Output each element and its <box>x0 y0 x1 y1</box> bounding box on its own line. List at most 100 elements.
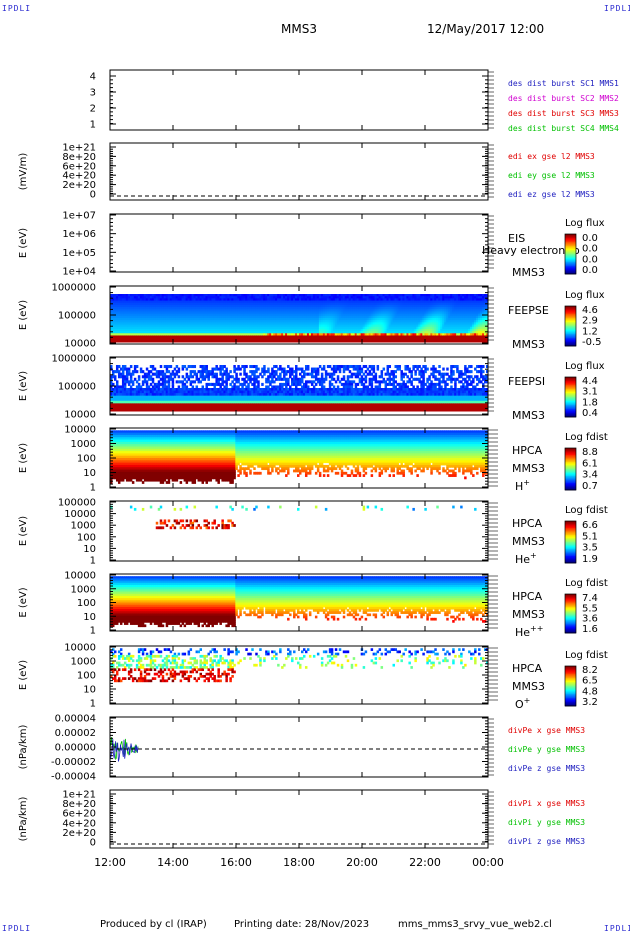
colorbar-tick: 0.4 <box>582 408 598 419</box>
colorbar-title: Log flux <box>565 218 605 229</box>
colorbar-tick: 8.8 <box>582 447 598 458</box>
legend-entry: des dist burst SC2 MMS2 <box>508 94 619 103</box>
panel-feepse: 1000000 100000 10000 E (eV) FEEPSE MMS3 Log fl… <box>18 283 605 352</box>
ytick-label: 100000 <box>58 311 96 322</box>
spacecraft-label: MMS3 <box>512 338 545 351</box>
ytick-label: 1e+06 <box>62 229 96 240</box>
colorbar-title: Log fdist <box>565 432 608 443</box>
ytick-label: 1000 <box>71 584 96 595</box>
panel-hpca_h-data <box>110 430 488 484</box>
ytick-label: -0.00004 <box>51 772 96 783</box>
panel-hpca_hepp: 10000 1000 100 10 1 E (eV) HPCA MMS3 He++ Log fdi… <box>18 571 608 640</box>
ytick-label: 4 <box>90 72 96 83</box>
ytick-label: 100 <box>77 454 96 465</box>
ytick-label: 1000 <box>71 521 96 532</box>
ytick-label: 0 <box>90 190 96 201</box>
colorbar-title: Log fdist <box>565 650 608 661</box>
ytick-label: 0.00002 <box>55 728 96 739</box>
start-datetime: 12/May/2017 12:00 <box>427 22 545 36</box>
species-label: H+ <box>515 478 530 493</box>
colorbar-title: Log flux <box>565 290 605 301</box>
legend-entry: divPe x gse MMS3 <box>508 726 585 735</box>
colorbar-tick: 0.0 <box>582 244 598 255</box>
ytick-label: 2e+20 <box>62 180 96 191</box>
colorbar-tick: 4.4 <box>582 376 598 387</box>
ytick-label: 6e+20 <box>62 161 96 172</box>
xtick-label: 18:00 <box>283 856 315 869</box>
y-axis-label: (nPa/km) <box>18 725 29 770</box>
colorbar <box>564 305 577 347</box>
y-axis-label: (nPa/km) <box>18 797 29 842</box>
y-axis-label: E (eV) <box>18 443 29 473</box>
y-axis-label: E (eV) <box>18 371 29 401</box>
ytick-label: 1e+21 <box>62 790 96 801</box>
colorbar <box>564 376 577 418</box>
ytick-label: 1 <box>90 699 96 710</box>
overlay-label: Heavy electron to <box>482 244 580 257</box>
ytick-label: 8e+20 <box>62 152 96 163</box>
colorbar <box>564 520 577 564</box>
ytick-label: 10 <box>83 468 96 479</box>
species-charge: + <box>523 478 530 487</box>
species-label: He+ <box>515 551 537 566</box>
ytick-label: 1e+21 <box>62 143 96 154</box>
corner-tag-top-left: IPDLI <box>2 4 32 13</box>
xtick-label: 16:00 <box>220 856 252 869</box>
species-charge: ++ <box>530 624 543 633</box>
legend-entry: divPi z gse MMS3 <box>508 837 585 846</box>
colorbar-tick: 6.6 <box>582 520 598 531</box>
panel-hpca_he-data <box>110 505 477 530</box>
ytick-label: 1000000 <box>51 354 96 365</box>
y-axis-label: E (eV) <box>18 660 29 690</box>
y-axis-label: E (eV) <box>18 228 29 258</box>
ytick-label: 2e+20 <box>62 828 96 839</box>
colorbar-title: Log flux <box>565 361 605 372</box>
spacecraft-label: MMS3 <box>512 462 545 475</box>
colorbar-tick: 4.8 <box>582 686 598 697</box>
ytick-label: 10000 <box>64 339 96 350</box>
panel-feepsi: 1000000 100000 10000 E (eV) FEEPSI MMS3 Log fl… <box>18 354 605 423</box>
ytick-label: 10 <box>83 685 96 696</box>
panel-label: HPCA <box>512 590 543 603</box>
panel-label: HPCA <box>512 517 543 530</box>
ytick-label: 1 <box>90 120 96 131</box>
colorbar-tick: 8.2 <box>582 665 598 676</box>
colorbar <box>564 447 577 491</box>
ytick-label: 1000 <box>71 439 96 450</box>
species-label: O+ <box>515 696 530 711</box>
ytick-label: 1 <box>90 556 96 567</box>
ytick-label: 10000 <box>64 643 96 654</box>
colorbar-tick: 5.1 <box>582 531 598 542</box>
ytick-label: 0 <box>90 838 96 849</box>
colorbar-tick: 3.4 <box>582 470 598 481</box>
panel-feepsi-data <box>110 365 488 412</box>
y-axis-label: (mV/m) <box>18 153 29 191</box>
panel-divpe-data <box>110 736 139 762</box>
legend-entry: edi ez gse l2 MMS3 <box>508 190 595 199</box>
ytick-label: 10000 <box>64 571 96 582</box>
ytick-label: 1e+07 <box>62 211 96 222</box>
legend-entry: des dist burst SC3 MMS3 <box>508 109 619 118</box>
ytick-label: 3 <box>90 88 96 99</box>
colorbar-title: Log fdist <box>565 505 608 516</box>
colorbar-tick: 4.6 <box>582 305 598 316</box>
species-charge: + <box>524 696 531 705</box>
colorbar-tick: 1.6 <box>582 624 598 635</box>
legend-entry: divPe z gse MMS3 <box>508 764 585 773</box>
ytick-label: 4e+20 <box>62 171 96 182</box>
panel-divpe-frame <box>109 716 489 778</box>
panel-divpi-frame <box>109 789 489 849</box>
xtick-label: 00:00 <box>472 856 504 869</box>
panel-dist: 4 3 2 1 des dist burst SC1 MMS1 des dist burs… <box>90 69 619 133</box>
ytick-label: -0.00002 <box>51 757 96 768</box>
ytick-label: 100 <box>77 598 96 609</box>
panel-divpe: 0.00004 0.00002 0.00000 -0.00002 -0.00004 (nP… <box>18 714 585 783</box>
ytick-label: 4e+20 <box>62 818 96 829</box>
panel-hpca_hepp-data <box>110 576 488 628</box>
ytick-label: 100000 <box>58 382 96 393</box>
colorbar-tick: 3.5 <box>582 543 598 554</box>
mission-title: MMS3 <box>281 22 317 36</box>
